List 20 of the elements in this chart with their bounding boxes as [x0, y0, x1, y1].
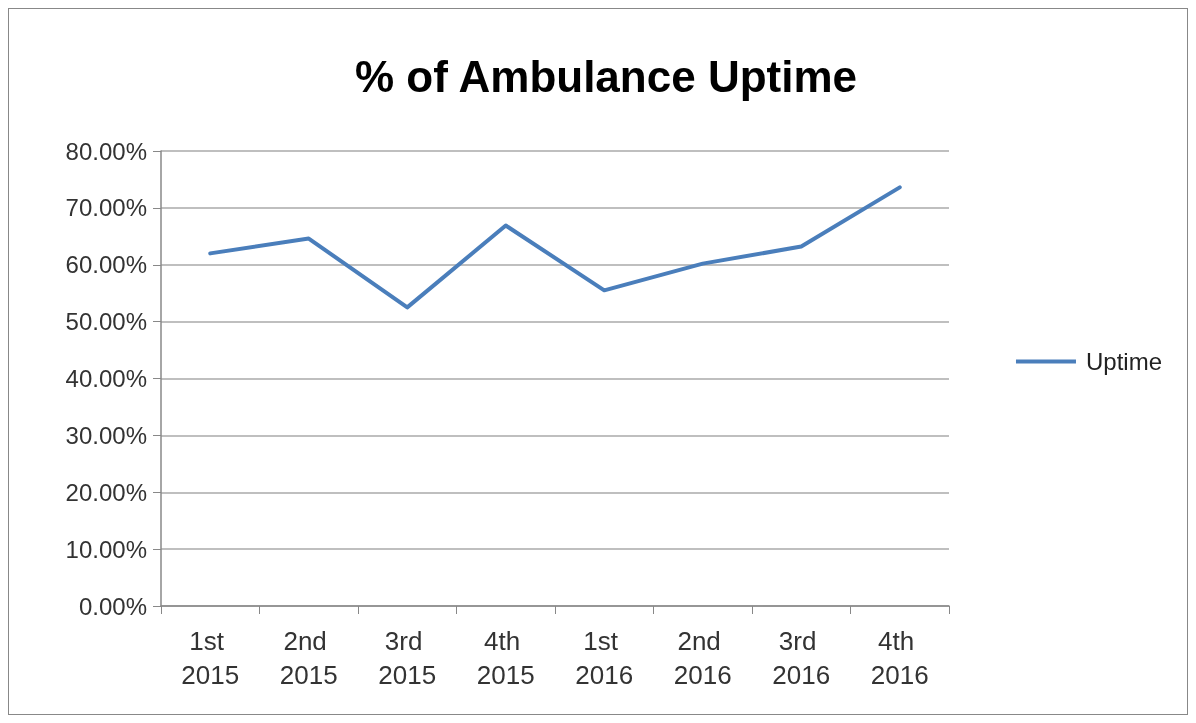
y-tick-label: 0.00%	[78, 592, 147, 620]
y-tick-label: 20.00%	[65, 478, 147, 506]
x-tick-label: 3rd 2016	[772, 626, 831, 690]
x-tick-label: 2nd 2015	[279, 626, 338, 690]
y-tick-label: 10.00%	[65, 535, 147, 563]
y-tick-label: 80.00%	[65, 137, 147, 165]
x-tick-label: 2nd 2016	[673, 626, 732, 690]
x-tick-label: 3rd 2015	[378, 626, 437, 690]
x-tick-label: 1st 2015	[181, 626, 240, 690]
y-tick-label: 60.00%	[65, 251, 147, 279]
x-tick-label: 4th 2016	[870, 626, 929, 690]
legend-label: Uptime	[1085, 348, 1163, 375]
y-tick-label: 70.00%	[65, 194, 147, 222]
x-tick-label: 4th 2015	[476, 626, 535, 690]
chart-title: % of Ambulance Uptime	[355, 51, 857, 101]
line-series	[208, 185, 902, 310]
y-tick-label: 30.00%	[65, 421, 147, 449]
y-tick-label: 50.00%	[65, 308, 147, 336]
y-tick-label: 40.00%	[65, 365, 147, 392]
x-tick-label: 1st 2016	[575, 626, 634, 690]
